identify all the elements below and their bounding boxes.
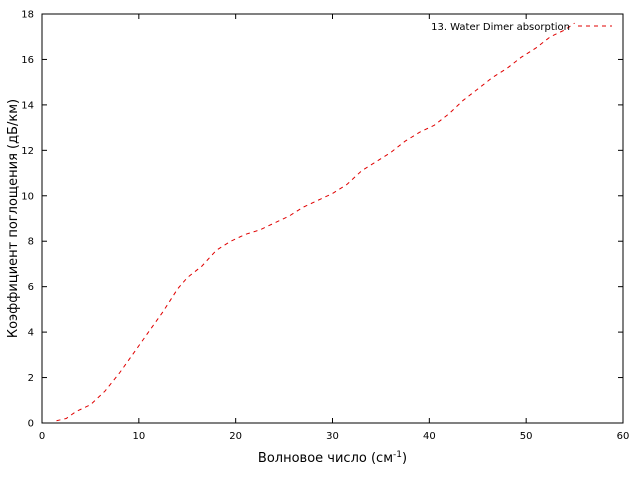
y-tick-label: 4 (28, 328, 34, 339)
y-tick-label: 18 (21, 10, 34, 21)
legend-label: 13. Water Dimer absorption (431, 22, 570, 33)
plot-frame (41, 13, 624, 424)
x-tick-label: 60 (617, 431, 630, 442)
y-tick-label: 8 (28, 237, 34, 248)
y-axis-title: Коэффициент поглощения (дБ/км) (6, 99, 21, 338)
y-tick-label: 10 (21, 191, 34, 202)
x-tick-label: 50 (520, 431, 533, 442)
y-tick-label: 14 (21, 100, 34, 111)
x-axis-title-main: Волновое число (см (258, 451, 393, 466)
x-tick-label: 30 (326, 431, 339, 442)
legend: 13. Water Dimer absorption (431, 22, 612, 33)
x-axis-title-close: ) (402, 451, 407, 466)
y-tick-label: 6 (28, 282, 34, 293)
x-axis-title: Волновое число (см-1) (258, 450, 407, 466)
x-tick-label: 0 (39, 431, 45, 442)
x-tick-label: 10 (132, 431, 145, 442)
y-tick-label: 2 (28, 373, 34, 384)
series-layer (56, 22, 575, 422)
x-tick-label: 40 (423, 431, 436, 442)
x-tick-label: 20 (229, 431, 242, 442)
x-axis-title-superscript: -1 (393, 450, 402, 460)
y-tick-label: 0 (28, 419, 34, 430)
axis-ticks: 0 10 20 30 40 50 60 0 2 4 6 8 10 12 14 16 18 (21, 10, 629, 443)
y-tick-label: 12 (21, 146, 34, 157)
y-tick-label: 16 (21, 55, 34, 66)
series-line-0 (56, 22, 575, 422)
